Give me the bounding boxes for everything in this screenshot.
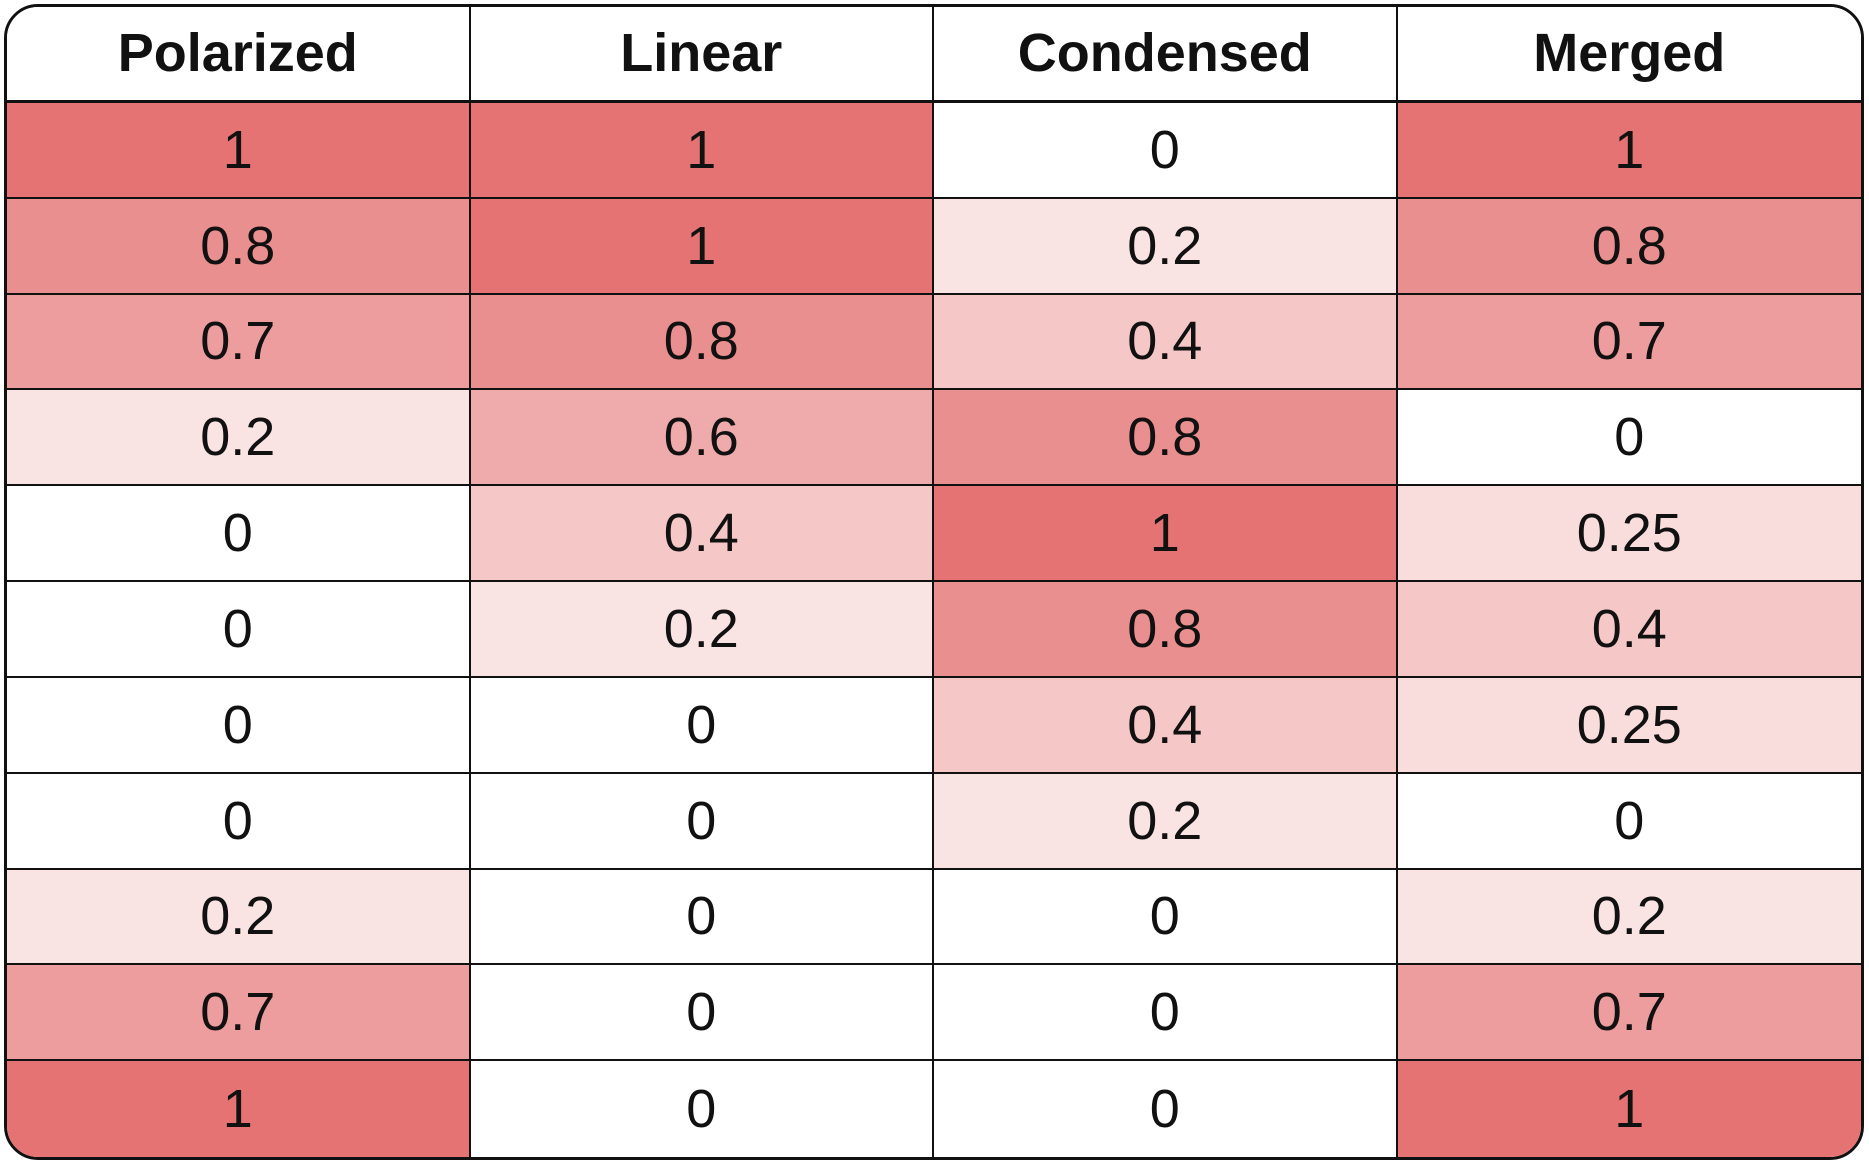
heatmap-cell: 0	[7, 677, 471, 774]
heatmap-cell: 1	[1397, 102, 1861, 199]
heatmap-cell: 0	[7, 773, 471, 870]
heatmap-cell: 0	[934, 965, 1398, 1062]
column-header: Condensed	[934, 7, 1398, 103]
heatmap-cell: 0.8	[934, 390, 1398, 487]
heatmap-cell: 0.8	[470, 294, 934, 391]
heatmap-cell: 0.4	[934, 677, 1398, 774]
heatmap-cell: 1	[7, 1061, 471, 1157]
heatmap-cell: 0.8	[934, 582, 1398, 678]
heatmap-cell: 0	[470, 869, 934, 966]
heatmap-cell: 1	[470, 102, 934, 199]
heatmap-cell: 0	[934, 1061, 1398, 1157]
heatmap-cell: 1	[1397, 1061, 1861, 1157]
heatmap-cell: 0.2	[7, 390, 471, 487]
heatmap-cell: 0.2	[470, 582, 934, 678]
column-header: Polarized	[7, 7, 471, 103]
heatmap-cell: 0.7	[1397, 294, 1861, 391]
heatmap-cell: 0	[7, 582, 471, 678]
heatmap-cell: 0	[470, 773, 934, 870]
heatmap-cell: 0	[1397, 773, 1861, 870]
heatmap-cell: 0.4	[1397, 582, 1861, 678]
heatmap-cell: 0.2	[934, 773, 1398, 870]
heatmap-cell: 0.2	[7, 869, 471, 966]
heatmap-table: Polarized Linear Condensed Merged 1 1 0 1 0.8 1 0.…	[4, 4, 1864, 1160]
heatmap-cell: 0	[934, 102, 1398, 199]
heatmap-cell: 0	[934, 869, 1398, 966]
heatmap-cell: 0.2	[1397, 869, 1861, 966]
heatmap-cell: 1	[7, 102, 471, 199]
heatmap-cell: 0.7	[7, 294, 471, 391]
heatmap-cell: 0.8	[7, 198, 471, 295]
heatmap-cell: 0.6	[470, 390, 934, 487]
heatmap-cell: 0.8	[1397, 198, 1861, 295]
heatmap-cell: 1	[470, 198, 934, 295]
heatmap-cell: 1	[934, 486, 1398, 582]
heatmap-cell: 0.7	[1397, 965, 1861, 1062]
heatmap-cell: 0	[470, 677, 934, 774]
column-header: Linear	[470, 7, 934, 103]
heatmap-cell: 0.25	[1397, 677, 1861, 774]
heatmap-cell: 0	[7, 486, 471, 582]
heatmap-cell: 0	[1397, 390, 1861, 487]
heatmap-cell: 0.4	[470, 486, 934, 582]
heatmap-cell: 0	[470, 1061, 934, 1157]
column-header: Merged	[1397, 7, 1861, 103]
heatmap-cell: 0.2	[934, 198, 1398, 295]
heatmap-cell: 0.7	[7, 965, 471, 1062]
heatmap-cell: 0	[470, 965, 934, 1062]
heatmap-cell: 0.25	[1397, 486, 1861, 582]
heatmap-cell: 0.4	[934, 294, 1398, 391]
